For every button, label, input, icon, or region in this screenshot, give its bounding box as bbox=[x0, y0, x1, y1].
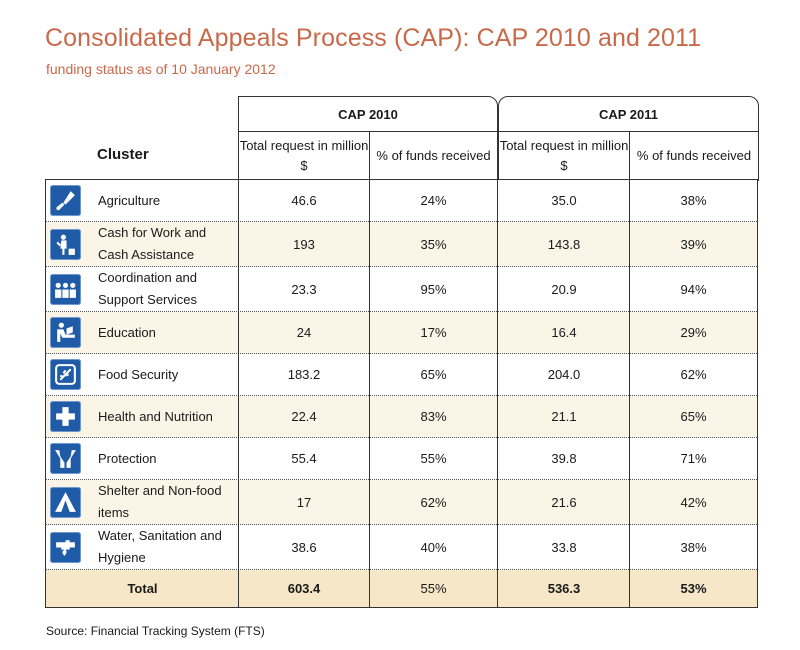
cap-2010-request: 17 bbox=[296, 494, 312, 510]
cap-2011-request: 143.8 bbox=[547, 236, 581, 252]
report-title: Consolidated Appeals Process (CAP): CAP … bbox=[45, 24, 702, 52]
cluster-name: Agriculture bbox=[98, 192, 161, 208]
protection-hands-icon bbox=[50, 443, 81, 474]
cap-2011-pct: 94% bbox=[680, 281, 707, 297]
agriculture-icon bbox=[50, 185, 81, 216]
cap-2010-pct: 62% bbox=[420, 494, 447, 510]
total-label: Total bbox=[127, 581, 158, 596]
cap-2010-pct: 17% bbox=[420, 325, 447, 340]
cap-2010-header: CAP 2010 Total request in million $ % of… bbox=[238, 96, 498, 181]
cap-2011-pct: 29% bbox=[680, 325, 707, 340]
cap-2010-pct: 40% bbox=[420, 539, 447, 555]
total-2011-request: 536.3 bbox=[547, 581, 581, 596]
cap-2011-pct: 62% bbox=[680, 367, 707, 382]
cap-2011-pct: 71% bbox=[680, 451, 707, 466]
cap-2010-pct: 65% bbox=[420, 367, 447, 382]
health-cross-icon bbox=[50, 401, 81, 432]
cap-2011-request: 16.4 bbox=[551, 325, 577, 340]
food-security-icon bbox=[50, 359, 81, 390]
table-row: Shelter and Non-food items 17 62% 21.6 42% bbox=[46, 480, 757, 525]
cap-2010-request: 22.4 bbox=[291, 409, 317, 424]
cap-2011-request: 20.9 bbox=[551, 281, 577, 297]
table-row: Protection 55.4 55% 39.8 71% bbox=[46, 438, 757, 480]
cluster-name: Cash for Work and Cash Assistance bbox=[98, 225, 207, 262]
shelter-tent-icon bbox=[50, 486, 81, 518]
table-row: Agriculture 46.6 24% 35.0 38% bbox=[46, 180, 757, 222]
report-subtitle: funding status as of 10 January 2012 bbox=[46, 61, 276, 77]
cap-2011-pct: 65% bbox=[680, 409, 707, 424]
cap-2010-pct-header: % of funds received bbox=[376, 148, 491, 163]
education-icon bbox=[50, 317, 81, 348]
cluster-name: Food Security bbox=[98, 366, 179, 382]
coordination-icon bbox=[50, 273, 81, 305]
cluster-name: Education bbox=[98, 324, 156, 340]
cap-2011-pct: 42% bbox=[680, 494, 707, 510]
cap-2010-request-header: Total request in million $ bbox=[239, 132, 370, 180]
cluster-name: Shelter and Non-food items bbox=[98, 483, 222, 520]
total-row: Total 603.4 55% 536.3 53% bbox=[46, 570, 757, 607]
cap-2011-pct-header: % of funds received bbox=[636, 148, 752, 163]
cap-2011-request: 21.1 bbox=[551, 409, 577, 424]
cap-2011-request: 33.8 bbox=[551, 539, 577, 555]
table-row: Water, Sanitation and Hygiene 38.6 40% 33.8… bbox=[46, 525, 757, 570]
cap-2011-request: 204.0 bbox=[547, 367, 581, 382]
cap-2011-pct: 39% bbox=[680, 236, 707, 252]
cap-2010-pct: 83% bbox=[420, 409, 447, 424]
cash-for-work-icon bbox=[50, 228, 81, 260]
cap-2010-title: CAP 2010 bbox=[239, 97, 497, 132]
cap-2011-request: 35.0 bbox=[551, 193, 577, 208]
cap-2011-request-header: Total request in million $ bbox=[499, 132, 630, 180]
water-tap-icon bbox=[50, 531, 81, 563]
cap-2010-request: 23.3 bbox=[291, 281, 317, 297]
table-row: Food Security 183.2 65% 204.0 62% bbox=[46, 354, 757, 396]
cluster-name: Water, Sanitation and Hygiene bbox=[98, 528, 222, 565]
cap-2010-request: 55.4 bbox=[291, 451, 317, 466]
cluster-name: Health and Nutrition bbox=[98, 408, 213, 424]
table-row: Health and Nutrition 22.4 83% 21.1 65% bbox=[46, 396, 757, 438]
cluster-header: Cluster bbox=[97, 146, 149, 163]
cap-2010-pct: 55% bbox=[420, 451, 447, 466]
total-2010-pct: 55% bbox=[420, 581, 447, 596]
table-row: Cash for Work and Cash Assistance 193 35% 1… bbox=[46, 222, 757, 267]
cap-2011-title: CAP 2011 bbox=[499, 97, 758, 132]
cluster-name: Protection bbox=[98, 450, 157, 466]
total-2011-pct: 53% bbox=[680, 581, 707, 596]
source-note: Source: Financial Tracking System (FTS) bbox=[46, 624, 265, 638]
cap-2011-header: CAP 2011 Total request in million $ % of… bbox=[498, 96, 759, 181]
cap-2011-pct: 38% bbox=[680, 539, 707, 555]
table-row: Education 24 17% 16.4 29% bbox=[46, 312, 757, 354]
cap-2011-request: 39.8 bbox=[551, 451, 577, 466]
cap-2010-pct: 35% bbox=[420, 236, 447, 252]
cap-2010-request: 46.6 bbox=[291, 193, 317, 208]
funding-table: Cluster CAP 2010 Total request in millio… bbox=[45, 96, 759, 608]
cap-2010-request: 183.2 bbox=[287, 367, 321, 382]
table-row: Coordination and Support Services 23.3 95%… bbox=[46, 267, 757, 312]
cap-2011-request: 21.6 bbox=[551, 494, 577, 510]
cap-2010-request: 24 bbox=[296, 325, 312, 340]
cap-2010-pct: 24% bbox=[420, 193, 447, 208]
table-body: Agriculture 46.6 24% 35.0 38% Cash for Work a… bbox=[45, 179, 758, 608]
cap-2010-pct: 95% bbox=[420, 281, 447, 297]
total-2010-request: 603.4 bbox=[287, 581, 321, 596]
cap-2010-request: 38.6 bbox=[291, 539, 317, 555]
cluster-name: Coordination and Support Services bbox=[98, 270, 198, 307]
cap-2010-request: 193 bbox=[293, 236, 315, 252]
cap-2011-pct: 38% bbox=[680, 193, 707, 208]
